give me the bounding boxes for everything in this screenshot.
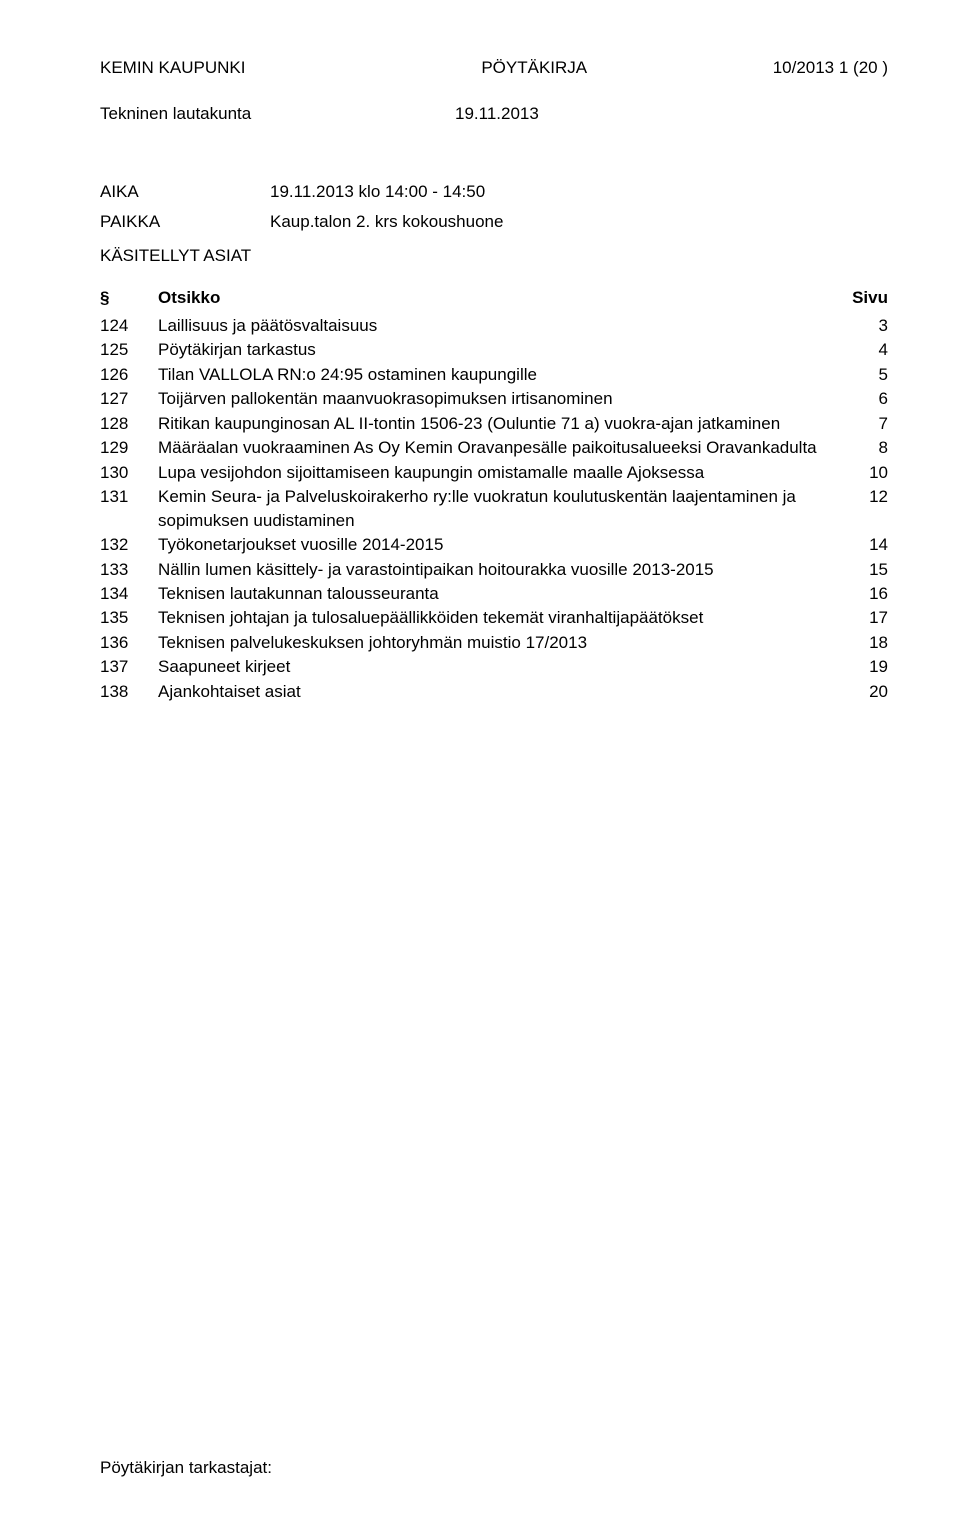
toc-row: 138Ajankohtaiset asiat20 bbox=[100, 680, 888, 703]
toc-row: 127Toijärven pallokentän maanvuokrasopim… bbox=[100, 387, 888, 410]
toc-page: 18 bbox=[838, 631, 888, 654]
toc-num: 127 bbox=[100, 387, 158, 410]
toc-page: 6 bbox=[838, 387, 888, 410]
doc-type: PÖYTÄKIRJA bbox=[391, 58, 772, 78]
toc-row: 128Ritikan kaupunginosan AL II-tontin 15… bbox=[100, 412, 888, 435]
toc-title: Pöytäkirjan tarkastus bbox=[158, 338, 838, 361]
toc-title: Kemin Seura- ja Palveluskoirakerho ry:ll… bbox=[158, 485, 838, 532]
page-ref: 10/2013 1 (20 ) bbox=[773, 58, 888, 78]
toc-title: Teknisen lautakunnan talousseuranta bbox=[158, 582, 838, 605]
toc-row: 131Kemin Seura- ja Palveluskoirakerho ry… bbox=[100, 485, 888, 532]
toc-title: Lupa vesijohdon sijoittamiseen kaupungin… bbox=[158, 461, 838, 484]
toc-title: Nällin lumen käsittely- ja varastointipa… bbox=[158, 558, 838, 581]
meta-value: Kaup.talon 2. krs kokoushuone bbox=[270, 212, 503, 232]
toc-row: 129Määräalan vuokraaminen As Oy Kemin Or… bbox=[100, 436, 888, 459]
toc-num: 137 bbox=[100, 655, 158, 678]
toc-page: 17 bbox=[838, 606, 888, 629]
toc-row: 125Pöytäkirjan tarkastus4 bbox=[100, 338, 888, 361]
toc-num: 133 bbox=[100, 558, 158, 581]
toc-row: 135Teknisen johtajan ja tulosaluepäällik… bbox=[100, 606, 888, 629]
meta-label: AIKA bbox=[100, 182, 270, 202]
col-sym: § bbox=[100, 288, 158, 308]
toc-title: Määräalan vuokraaminen As Oy Kemin Orava… bbox=[158, 436, 838, 459]
meeting-date: 19.11.2013 bbox=[455, 104, 539, 124]
toc-title: Ajankohtaiset asiat bbox=[158, 680, 838, 703]
toc-num: 135 bbox=[100, 606, 158, 629]
meta-row: AIKA19.11.2013 klo 14:00 - 14:50 bbox=[100, 182, 888, 202]
toc-num: 136 bbox=[100, 631, 158, 654]
toc-title: Saapuneet kirjeet bbox=[158, 655, 838, 678]
toc-num: 126 bbox=[100, 363, 158, 386]
toc-header: § Otsikko Sivu bbox=[100, 288, 888, 308]
toc-title: Teknisen palvelukeskuksen johtoryhmän mu… bbox=[158, 631, 838, 654]
toc-row: 132Työkonetarjoukset vuosille 2014-20151… bbox=[100, 533, 888, 556]
toc-title: Tilan VALLOLA RN:o 24:95 ostaminen kaupu… bbox=[158, 363, 838, 386]
toc-page: 5 bbox=[838, 363, 888, 386]
toc-row: 136Teknisen palvelukeskuksen johtoryhmän… bbox=[100, 631, 888, 654]
toc-num: 131 bbox=[100, 485, 158, 508]
toc-row: 124Laillisuus ja päätösvaltaisuus3 bbox=[100, 314, 888, 337]
toc-title: Toijärven pallokentän maanvuokrasopimuks… bbox=[158, 387, 838, 410]
toc-num: 125 bbox=[100, 338, 158, 361]
section-title: KÄSITELLYT ASIAT bbox=[100, 246, 888, 266]
toc-row: 130Lupa vesijohdon sijoittamiseen kaupun… bbox=[100, 461, 888, 484]
toc-row: 126Tilan VALLOLA RN:o 24:95 ostaminen ka… bbox=[100, 363, 888, 386]
toc-title: Ritikan kaupunginosan AL II-tontin 1506-… bbox=[158, 412, 838, 435]
meta-label: PAIKKA bbox=[100, 212, 270, 232]
toc-page: 20 bbox=[838, 680, 888, 703]
toc-page: 8 bbox=[838, 436, 888, 459]
col-title: Otsikko bbox=[158, 288, 838, 308]
board-name: Tekninen lautakunta bbox=[100, 104, 455, 124]
toc-title: Laillisuus ja päätösvaltaisuus bbox=[158, 314, 838, 337]
toc-num: 128 bbox=[100, 412, 158, 435]
toc-title: Teknisen johtajan ja tulosaluepäällikköi… bbox=[158, 606, 838, 629]
toc-num: 138 bbox=[100, 680, 158, 703]
toc-title: Työkonetarjoukset vuosille 2014-2015 bbox=[158, 533, 838, 556]
toc-page: 7 bbox=[838, 412, 888, 435]
header-row: KEMIN KAUPUNKI PÖYTÄKIRJA 10/2013 1 (20 … bbox=[100, 58, 888, 78]
toc-num: 132 bbox=[100, 533, 158, 556]
col-page: Sivu bbox=[838, 288, 888, 308]
toc-container: 124Laillisuus ja päätösvaltaisuus3125Pöy… bbox=[100, 314, 888, 703]
toc-page: 12 bbox=[838, 485, 888, 508]
subheader-row: Tekninen lautakunta 19.11.2013 bbox=[100, 104, 888, 124]
toc-num: 130 bbox=[100, 461, 158, 484]
toc-page: 19 bbox=[838, 655, 888, 678]
toc-page: 14 bbox=[838, 533, 888, 556]
toc-page: 10 bbox=[838, 461, 888, 484]
toc-num: 129 bbox=[100, 436, 158, 459]
footer-text: Pöytäkirjan tarkastajat: bbox=[100, 1458, 272, 1478]
meta-row: PAIKKAKaup.talon 2. krs kokoushuone bbox=[100, 212, 888, 232]
toc-row: 133Nällin lumen käsittely- ja varastoint… bbox=[100, 558, 888, 581]
toc-row: 134Teknisen lautakunnan talousseuranta16 bbox=[100, 582, 888, 605]
toc-row: 137Saapuneet kirjeet19 bbox=[100, 655, 888, 678]
toc-page: 4 bbox=[838, 338, 888, 361]
toc-num: 134 bbox=[100, 582, 158, 605]
toc-page: 3 bbox=[838, 314, 888, 337]
org-name: KEMIN KAUPUNKI bbox=[100, 58, 391, 78]
toc-page: 15 bbox=[838, 558, 888, 581]
meta-value: 19.11.2013 klo 14:00 - 14:50 bbox=[270, 182, 485, 202]
meta-container: AIKA19.11.2013 klo 14:00 - 14:50PAIKKAKa… bbox=[100, 182, 888, 232]
toc-num: 124 bbox=[100, 314, 158, 337]
toc-page: 16 bbox=[838, 582, 888, 605]
